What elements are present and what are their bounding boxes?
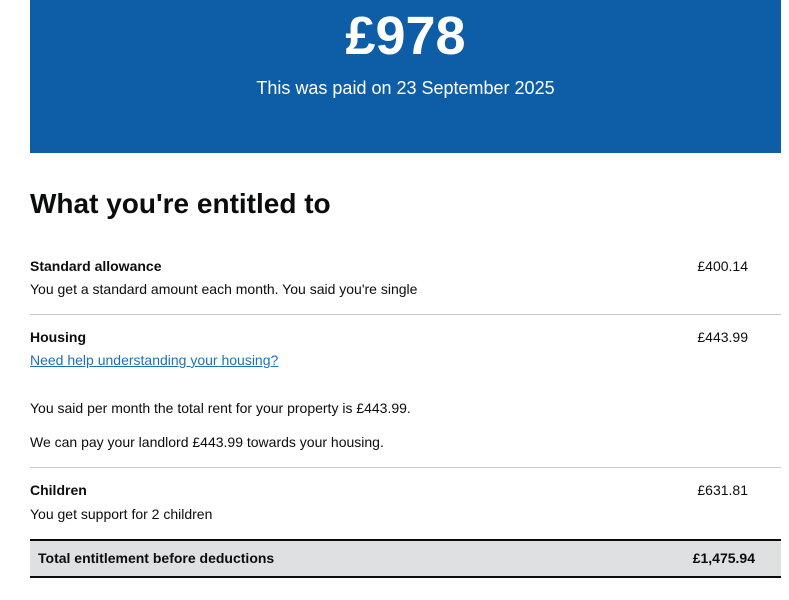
- entitlement-row-standard-allowance: Standard allowance £400.14 You get a sta…: [30, 257, 781, 297]
- row-label: Children: [30, 482, 87, 498]
- row-description: You get a standard amount each month. Yo…: [30, 281, 418, 297]
- row-label: Housing: [30, 329, 86, 345]
- entitlement-row-housing: Housing £443.99 Need help understanding …: [30, 328, 781, 453]
- row-description: You said per month the total rent for yo…: [30, 400, 411, 416]
- row-label: Standard allowance: [30, 258, 162, 274]
- total-row: Total entitlement before deductions £1,4…: [30, 539, 781, 578]
- page-heading: What you're entitled to: [30, 188, 331, 219]
- row-description: We can pay your landlord £443.99 towards…: [30, 434, 384, 450]
- total-value: £1,475.94: [692, 550, 755, 566]
- total-label: Total entitlement before deductions: [38, 550, 275, 566]
- row-value: £443.99: [697, 329, 748, 345]
- divider: [30, 314, 781, 315]
- entitlement-row-children: Children £631.81 You get support for 2 c…: [30, 481, 781, 522]
- payment-amount: £978: [345, 6, 466, 66]
- row-value: £400.14: [697, 258, 748, 274]
- divider: [30, 467, 781, 468]
- payment-date-text: This was paid on 23 September 2025: [256, 78, 555, 98]
- row-description: You get support for 2 children: [30, 506, 213, 522]
- row-value: £631.81: [697, 482, 748, 498]
- housing-help-link[interactable]: Need help understanding your housing?: [30, 352, 279, 368]
- payment-panel: £978 This was paid on 23 September 2025: [30, 0, 781, 153]
